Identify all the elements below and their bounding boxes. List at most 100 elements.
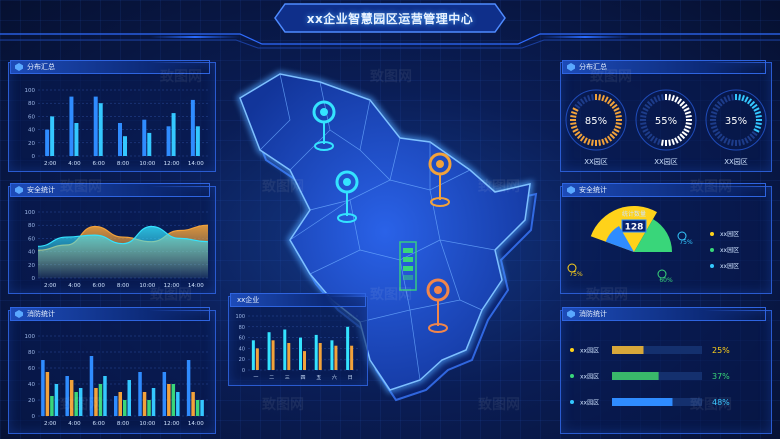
panel-title-fire-left: 消防统计 <box>10 307 210 321</box>
bar <box>54 384 59 416</box>
ring-tick <box>646 100 653 107</box>
map-region[interactable] <box>239 73 531 391</box>
ring-tick <box>609 133 616 140</box>
bar <box>171 113 176 156</box>
ring-percent: 85% <box>585 116 607 127</box>
panel-company <box>228 296 368 386</box>
y-tick-label: 60 <box>28 236 35 242</box>
ring-tick <box>719 98 726 105</box>
ring-tick <box>685 114 692 118</box>
progress-value: 25% <box>712 346 730 355</box>
chart-distribution-left: 100 80 60 40 20 0 2:00 4:00 6:00 8:00 10:00 12:00 14… <box>25 88 208 167</box>
ring-tick <box>660 139 664 146</box>
page-title: xx企业智慧园区运营管理中心 <box>306 12 474 26</box>
cube-icon <box>567 63 575 71</box>
bar <box>314 334 318 370</box>
park-map[interactable] <box>220 60 560 430</box>
y-tick-label: 0 <box>32 276 36 282</box>
ring-tick <box>583 137 588 144</box>
bar <box>45 129 50 156</box>
pie-slice-label: 75% <box>679 239 693 246</box>
bar <box>69 380 74 416</box>
ring-tick <box>606 98 613 105</box>
x-tick-label: 8:00 <box>117 421 130 427</box>
x-tick-label: 三 <box>285 375 290 381</box>
ring-tick <box>714 103 721 110</box>
x-tick-label: 4:00 <box>68 421 81 427</box>
ring-tick <box>671 94 675 102</box>
y-tick-label: 80 <box>28 101 35 107</box>
ring-tick <box>572 128 579 133</box>
ring-tick <box>730 94 734 101</box>
map-pin-orange-2[interactable] <box>426 278 450 333</box>
progress-label: xx园区 <box>580 348 599 355</box>
x-tick-label: 6:00 <box>93 161 106 167</box>
map-pin-orange-1[interactable] <box>428 152 452 207</box>
ring-tick <box>644 130 651 137</box>
ring-tick <box>640 111 648 115</box>
ring-tick <box>749 100 756 107</box>
ring-tick <box>611 130 618 137</box>
ring-tick <box>668 94 672 101</box>
map-district-borders <box>259 73 496 381</box>
ring-percent: 35% <box>725 116 747 127</box>
x-tick-label: 4:00 <box>68 283 81 289</box>
legend-label: xx园区 <box>720 263 739 270</box>
bar <box>74 392 78 416</box>
ring-tick <box>755 122 762 126</box>
ring-tick <box>741 94 745 102</box>
ring-tick <box>710 111 718 115</box>
bar <box>45 372 50 416</box>
panel-title-security-left: 安全统计 <box>10 183 210 197</box>
ring-tick <box>681 130 688 137</box>
ring-tick <box>684 125 692 129</box>
panel-label: 消防统计 <box>579 310 607 318</box>
bar <box>299 337 302 370</box>
ring-tick <box>679 133 686 140</box>
cube-icon <box>15 63 23 71</box>
ring-tick <box>601 138 605 146</box>
progress-label: xx园区 <box>580 400 599 407</box>
pie-marker <box>677 231 687 241</box>
bar <box>65 376 69 416</box>
bar <box>350 345 354 370</box>
y-tick-label: 40 <box>28 250 35 256</box>
map-pin-cyan-2[interactable] <box>335 170 359 223</box>
ring-tick <box>744 137 749 144</box>
y-tick-label: 80 <box>28 223 35 229</box>
bar <box>190 99 195 156</box>
ring-tick <box>598 94 602 101</box>
ring-tick <box>657 138 661 146</box>
panel-distribution-left <box>8 62 216 172</box>
bar <box>200 400 204 416</box>
bar <box>69 96 74 156</box>
header-frame <box>0 3 780 49</box>
y-tick-label: 60 <box>28 114 35 120</box>
ring-tick <box>644 103 651 110</box>
pie-total-box <box>621 219 647 233</box>
ring-tick <box>587 94 591 102</box>
ring-tick <box>570 125 578 129</box>
ring-tick <box>579 98 586 105</box>
bar <box>171 384 176 416</box>
ring-label: XX园区 <box>724 158 748 166</box>
panel-label: xx企业 <box>237 296 260 304</box>
y-tick-label: 100 <box>25 88 36 94</box>
ring-tick <box>710 122 717 126</box>
ring-tick <box>615 114 622 118</box>
bar <box>127 380 131 416</box>
bar <box>118 123 122 156</box>
ring-tick <box>570 111 578 115</box>
pie-total: 128 <box>625 223 644 233</box>
ring-tick <box>574 103 581 110</box>
ring-tick <box>598 139 602 146</box>
map-battery-icon[interactable] <box>399 241 417 291</box>
y-tick-label: 60 <box>28 366 35 372</box>
ring-tick <box>649 98 656 105</box>
legend-label: xx园区 <box>720 231 739 238</box>
area-series <box>38 226 208 278</box>
pie-marker <box>657 269 667 279</box>
map-pin-cyan-1[interactable] <box>312 100 336 151</box>
y-tick-label: 100 <box>235 314 245 320</box>
bar <box>41 360 45 416</box>
